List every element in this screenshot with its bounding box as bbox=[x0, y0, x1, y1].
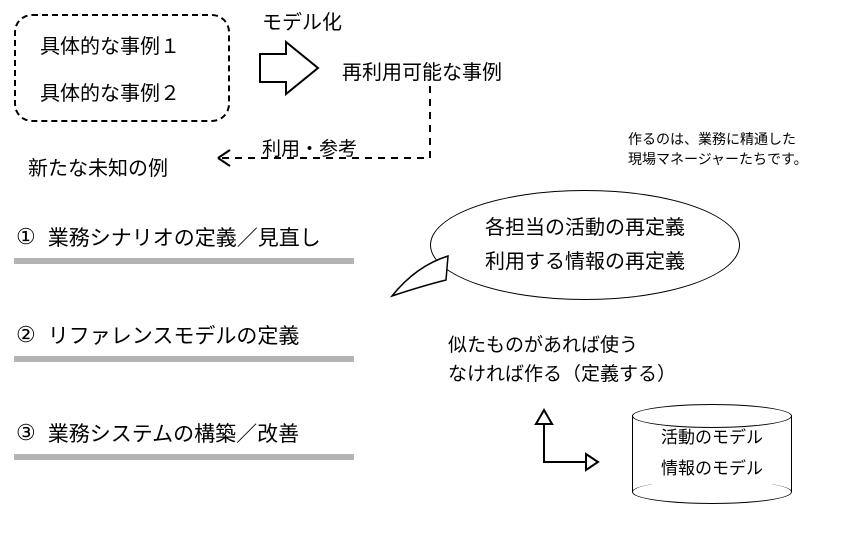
field-manager-note: 作るのは、業務に精通した 現場マネージャーたちです。 bbox=[628, 130, 808, 169]
note-line-2: 現場マネージャーたちです。 bbox=[628, 150, 808, 170]
concrete-cases-box: 具体的な事例１ 具体的な事例２ bbox=[14, 14, 230, 122]
step-1-number: ① bbox=[16, 224, 36, 250]
model-cylinder: 活動のモデル 情報のモデル bbox=[632, 404, 792, 504]
cylinder-line-1: 活動のモデル bbox=[661, 423, 763, 454]
bubble-line-1: 各担当の活動の再定義 bbox=[485, 211, 685, 245]
modeling-label: モデル化 bbox=[262, 6, 342, 35]
step-2-text: リファレンスモデルの定義 bbox=[48, 320, 300, 350]
case-2: 具体的な事例２ bbox=[40, 77, 204, 106]
step-2-number: ② bbox=[16, 322, 36, 348]
similar-line-2: なければ作る（定義する） bbox=[448, 361, 676, 390]
step-3-number: ③ bbox=[16, 420, 36, 446]
cylinder-bottom bbox=[632, 480, 792, 504]
step-1: ① 業務シナリオの定義／見直し bbox=[14, 218, 354, 264]
case-1: 具体的な事例１ bbox=[40, 30, 204, 59]
similar-text: 似たものがあれば使う なければ作る（定義する） bbox=[448, 332, 676, 389]
similar-line-1: 似たものがあれば使う bbox=[448, 332, 676, 361]
step-1-text: 業務シナリオの定義／見直し bbox=[48, 222, 321, 252]
bubble-tail-icon bbox=[386, 252, 456, 306]
usage-ref-label: 利用・参考 bbox=[262, 134, 357, 161]
bidir-arrow-icon bbox=[520, 398, 620, 488]
new-unknown-label: 新たな未知の例 bbox=[28, 152, 168, 181]
note-line-1: 作るのは、業務に精通した bbox=[628, 130, 808, 150]
speech-bubble: 各担当の活動の再定義 利用する情報の再定義 bbox=[430, 190, 740, 300]
step-3: ③ 業務システムの構築／改善 bbox=[14, 414, 354, 460]
step-2: ② リファレンスモデルの定義 bbox=[14, 316, 354, 362]
bubble-line-2: 利用する情報の再定義 bbox=[485, 245, 685, 279]
step-3-text: 業務システムの構築／改善 bbox=[48, 418, 299, 448]
